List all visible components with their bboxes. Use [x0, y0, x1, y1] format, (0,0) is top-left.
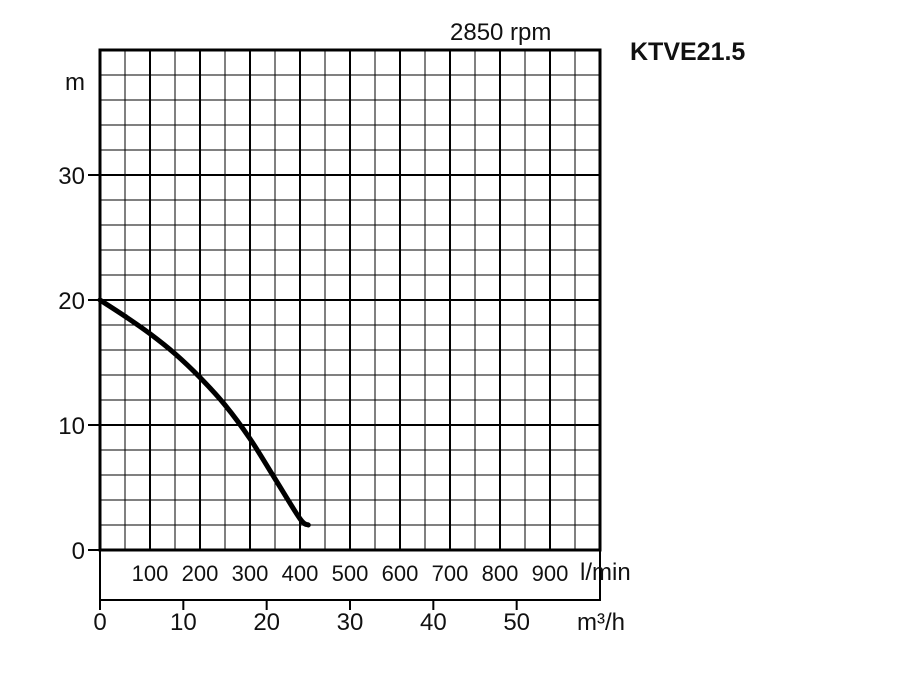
lmin-tick-label: 700 — [432, 561, 469, 586]
y-tick-label: 20 — [58, 288, 85, 315]
y-axis-label: m — [65, 69, 85, 96]
lmin-tick-label: 200 — [182, 561, 219, 586]
y-axis-ticks: 0 10 20 30 — [58, 163, 100, 565]
chart-title: KTVE21.5 — [630, 38, 745, 66]
lmin-tick-label: 100 — [132, 561, 169, 586]
y-tick-label: 30 — [58, 163, 85, 190]
x-tick-label: 50 — [503, 609, 530, 636]
lmin-axis-ticks: 100 200 300 400 500 600 700 800 900 — [132, 561, 569, 586]
m3h-axis-ticks: 0 10 20 30 40 50 — [93, 600, 530, 636]
lmin-tick-label: 900 — [532, 561, 569, 586]
lmin-tick-label: 600 — [382, 561, 419, 586]
x-tick-label: 40 — [420, 609, 447, 636]
x2-axis-label: l/min — [580, 559, 631, 586]
head-flow-curve — [97, 297, 311, 528]
lmin-tick-label: 800 — [482, 561, 519, 586]
x-tick-label: 0 — [93, 609, 106, 636]
lmin-tick-label: 500 — [332, 561, 369, 586]
x-tick-label: 20 — [253, 609, 280, 636]
y-tick-label: 10 — [58, 413, 85, 440]
x-tick-label: 30 — [337, 609, 364, 636]
chart-subtitle: 2850 rpm — [450, 19, 551, 46]
major-grid — [100, 50, 600, 550]
x-tick-label: 10 — [170, 609, 197, 636]
x-axis-label: m³/h — [577, 609, 625, 636]
y-tick-label: 0 — [72, 538, 85, 565]
lmin-tick-label: 300 — [232, 561, 269, 586]
lmin-tick-label: 400 — [282, 561, 319, 586]
